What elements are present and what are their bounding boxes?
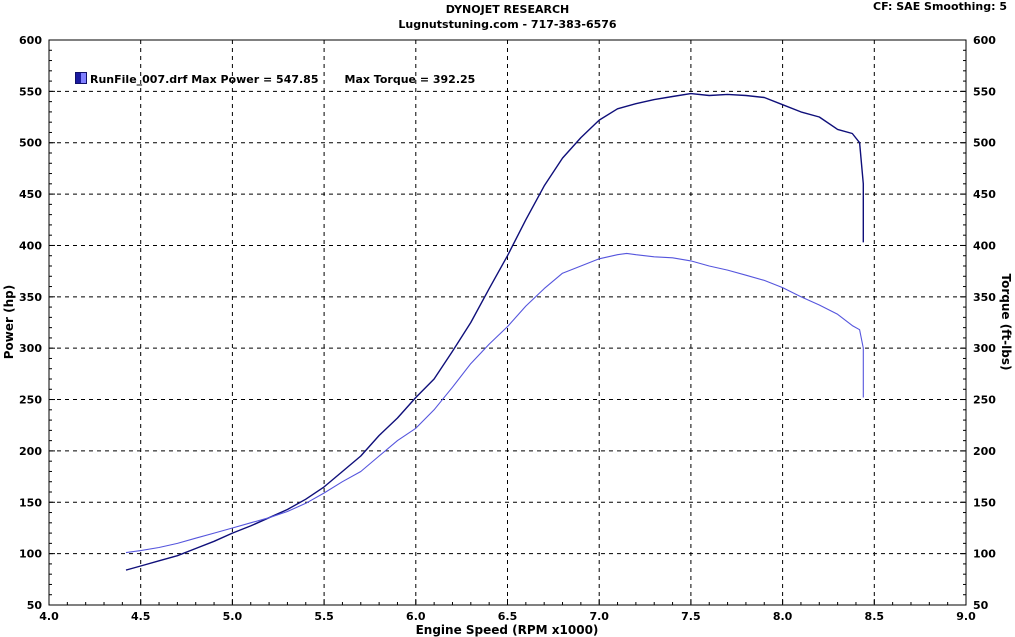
y-right-tick-label: 600	[973, 34, 996, 47]
x-tick-label: 8.0	[773, 610, 793, 623]
torque-curve-line	[125, 252, 864, 554]
chart-subtitle: Lugnutstuning.com - 717-383-6576	[398, 18, 617, 31]
x-tick-label: 8.5	[865, 610, 885, 623]
x-tick-label: 4.5	[131, 610, 151, 623]
legend-torque-label: Max Torque = 392.25	[344, 73, 476, 86]
y-axis-left-title: Power (hp)	[2, 285, 16, 359]
y-right-tick-label: 300	[973, 342, 996, 355]
y-left-tick-label: 50	[27, 599, 43, 612]
y-right-tick-label: 100	[973, 548, 996, 561]
x-tick-label: 6.5	[498, 610, 518, 623]
legend-run-label: RunFile_007.drf Max Power = 547.85	[90, 73, 319, 86]
y-left-tick-label: 500	[19, 137, 42, 150]
x-tick-label: 4.0	[39, 610, 59, 623]
y-right-tick-label: 350	[973, 291, 996, 304]
y-right-tick-label: 400	[973, 239, 996, 252]
y-left-tick-label: 450	[19, 188, 42, 201]
y-right-tick-label: 200	[973, 445, 996, 458]
y-right-tick-label: 550	[973, 85, 996, 98]
x-tick-label: 6.0	[406, 610, 426, 623]
grid-lines	[49, 40, 966, 605]
y-left-tick-label: 600	[19, 34, 42, 47]
y-left-tick-label: 250	[19, 394, 42, 407]
x-tick-label: 7.5	[681, 610, 701, 623]
y-right-tick-label: 450	[973, 188, 996, 201]
y-left-tick-label: 200	[19, 445, 42, 458]
x-tick-label: 9.0	[956, 610, 976, 623]
y-right-tick-label: 50	[973, 599, 989, 612]
x-axis-title: Engine Speed (RPM x1000)	[416, 623, 599, 637]
x-tick-label: 5.0	[223, 610, 243, 623]
y-left-tick-label: 300	[19, 342, 42, 355]
y-left-tick-label: 150	[19, 496, 42, 509]
x-tick-label: 7.0	[589, 610, 609, 623]
x-tick-label: 5.5	[314, 610, 334, 623]
legend: RunFile_007.drf Max Power = 547.85 Max To…	[75, 72, 475, 86]
y-right-tick-label: 500	[973, 137, 996, 150]
y-left-tick-label: 400	[19, 239, 42, 252]
x-axis-ticks: 4.0 4.5 5.0 5.5 6.0 6.5 7.0 7.5 8.0 8.5 9.0	[39, 599, 976, 623]
legend-swatch-icon	[75, 72, 87, 84]
y-right-tick-label: 250	[973, 394, 996, 407]
series-lines	[125, 92, 864, 571]
y-left-tick-label: 100	[19, 548, 42, 561]
power-curve-line	[125, 92, 864, 571]
y-left-tick-label: 350	[19, 291, 42, 304]
y-axis-right-ticks: 50 100 150 200 250 300 350 400 450 500 550 600	[960, 34, 996, 612]
y-right-tick-label: 150	[973, 496, 996, 509]
y-left-tick-label: 550	[19, 85, 42, 98]
chart-title: DYNOJET RESEARCH	[445, 3, 570, 16]
y-axis-right-title: Torque (ft-lbs)	[999, 274, 1013, 371]
y-axis-left-ticks: 50 100 150 200 250 300 350 400 450 500 550 600	[19, 34, 55, 612]
correction-settings: CF: SAE Smoothing: 5	[873, 0, 1007, 13]
